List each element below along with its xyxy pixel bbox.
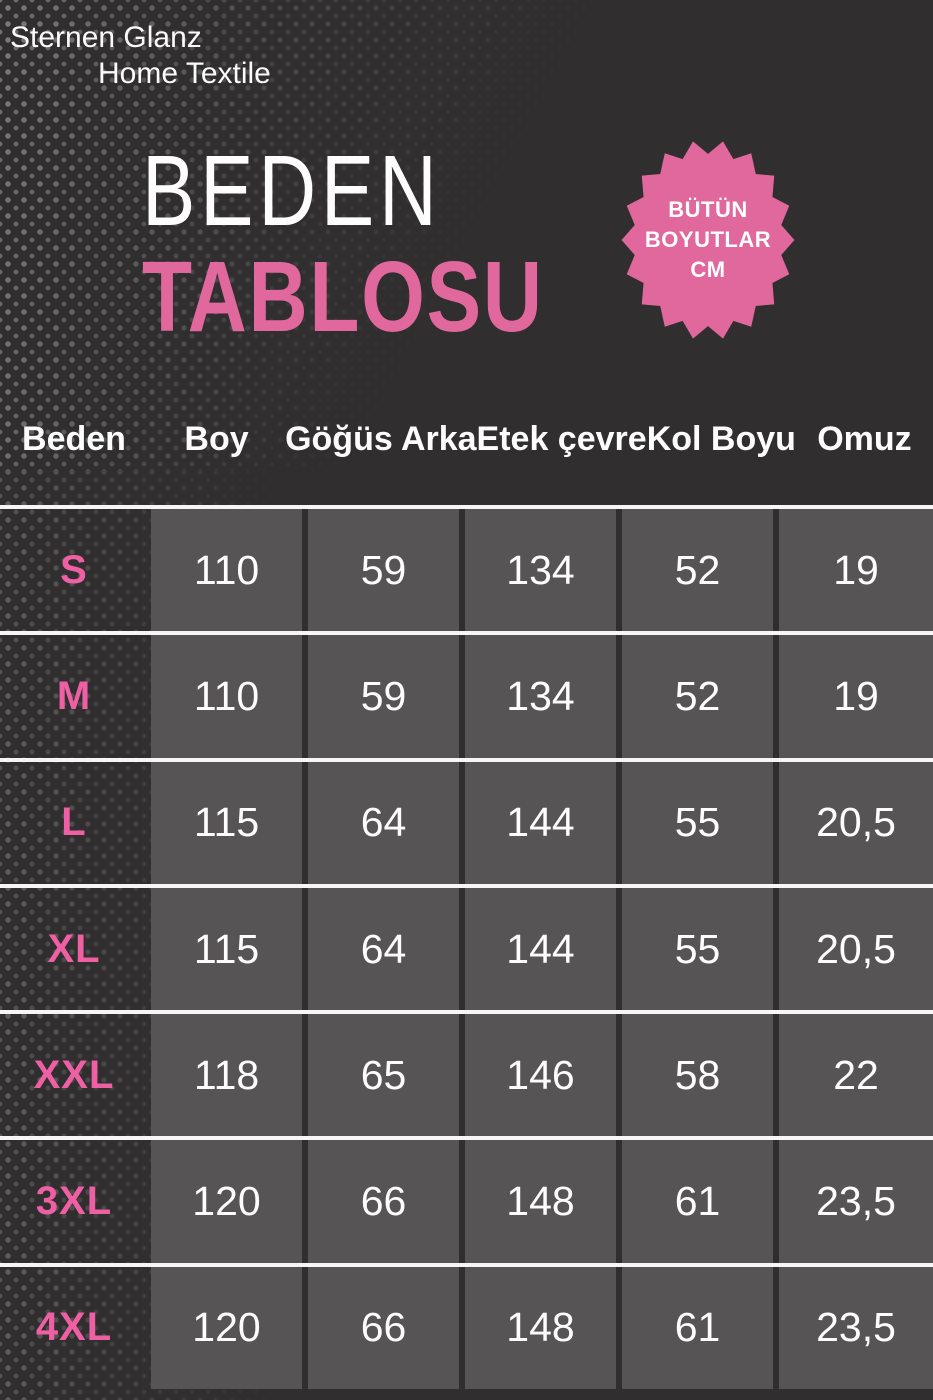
badge-line-2: BOYUTLAR — [644, 227, 772, 252]
value-cell: 110 — [151, 635, 302, 758]
value-cell: 64 — [308, 761, 459, 884]
value-cell: 19 — [779, 635, 933, 758]
value-cell: 20,5 — [779, 887, 933, 1011]
value-cell: 20,5 — [779, 761, 933, 884]
value-cell: 58 — [622, 1014, 773, 1137]
value-cell: 115 — [151, 887, 302, 1011]
brand-line-2: Home Textile — [98, 57, 271, 90]
column-header-kol-boyu: Kol Boyu — [646, 419, 796, 458]
table-row-l: L 115 64 144 55 20,5 — [0, 757, 933, 884]
badge-line-3: CM — [690, 257, 726, 282]
page-title-line-2: TABLOSU — [142, 241, 544, 353]
table-row-s: S 110 59 134 52 19 — [0, 505, 933, 632]
value-cell: 23,5 — [779, 1140, 933, 1263]
value-cell: 19 — [779, 509, 933, 632]
value-cell: 134 — [465, 509, 616, 632]
value-cell: 134 — [465, 635, 616, 758]
table-row-3xl: 3XL 120 66 148 61 23,5 — [0, 1136, 933, 1263]
value-cell: 55 — [622, 761, 773, 884]
size-cell: S — [60, 547, 88, 592]
value-cell: 148 — [465, 1266, 616, 1390]
size-cell: M — [56, 673, 92, 718]
value-cell: 66 — [308, 1266, 459, 1390]
value-cell: 61 — [622, 1266, 773, 1390]
all-sizes-cm-badge: BÜTÜN BOYUTLAR CM — [617, 134, 799, 346]
column-header-omuz: Omuz — [817, 419, 912, 458]
size-cell: 3XL — [35, 1179, 113, 1224]
value-cell: 59 — [308, 635, 459, 758]
value-cell: 110 — [151, 509, 302, 632]
table-header-row: Beden Boy Göğüs Arka Etek çevre Kol Boyu… — [0, 408, 933, 470]
size-table: S 110 59 134 52 19 M 110 59 134 52 19 L … — [0, 505, 933, 1390]
value-cell: 144 — [465, 887, 616, 1011]
page-title: BEDEN TABLOSU — [142, 140, 632, 348]
size-cell: XL — [47, 926, 101, 971]
value-cell: 66 — [308, 1140, 459, 1263]
size-cell: L — [61, 800, 87, 845]
table-row-m: M 110 59 134 52 19 — [0, 631, 933, 758]
column-header-gogus-arka: Göğüs Arka — [285, 419, 477, 458]
size-cell: XXL — [33, 1052, 115, 1097]
value-cell: 52 — [622, 635, 773, 758]
value-cell: 65 — [308, 1014, 459, 1137]
column-header-beden: Beden — [22, 419, 126, 458]
value-cell: 120 — [151, 1140, 302, 1263]
value-cell: 61 — [622, 1140, 773, 1263]
value-cell: 23,5 — [779, 1266, 933, 1390]
value-cell: 64 — [308, 887, 459, 1011]
table-row-4xl: 4XL 120 66 148 61 23,5 — [0, 1262, 933, 1390]
value-cell: 55 — [622, 887, 773, 1011]
value-cell: 115 — [151, 761, 302, 884]
page-title-line-1: BEDEN — [142, 135, 442, 247]
value-cell: 59 — [308, 509, 459, 632]
table-row-xxl: XXL 118 65 146 58 22 — [0, 1010, 933, 1137]
column-header-etek-cevre: Etek çevre — [476, 419, 647, 458]
value-cell: 118 — [151, 1014, 302, 1137]
value-cell: 120 — [151, 1266, 302, 1390]
value-cell: 144 — [465, 761, 616, 884]
badge-line-1: BÜTÜN — [668, 197, 748, 222]
starburst-icon — [621, 141, 795, 339]
value-cell: 52 — [622, 509, 773, 632]
brand-line-1: Sternen Glanz — [10, 21, 202, 54]
size-cell: 4XL — [35, 1305, 113, 1350]
value-cell: 146 — [465, 1014, 616, 1137]
value-cell: 148 — [465, 1140, 616, 1263]
value-cell: 22 — [779, 1014, 933, 1137]
table-row-xl: XL 115 64 144 55 20,5 — [0, 883, 933, 1011]
brand-logo: Sternen Glanz Home Textile — [10, 20, 271, 92]
column-header-boy: Boy — [184, 419, 249, 458]
badge-text: BÜTÜN BOYUTLAR CM — [617, 134, 799, 346]
